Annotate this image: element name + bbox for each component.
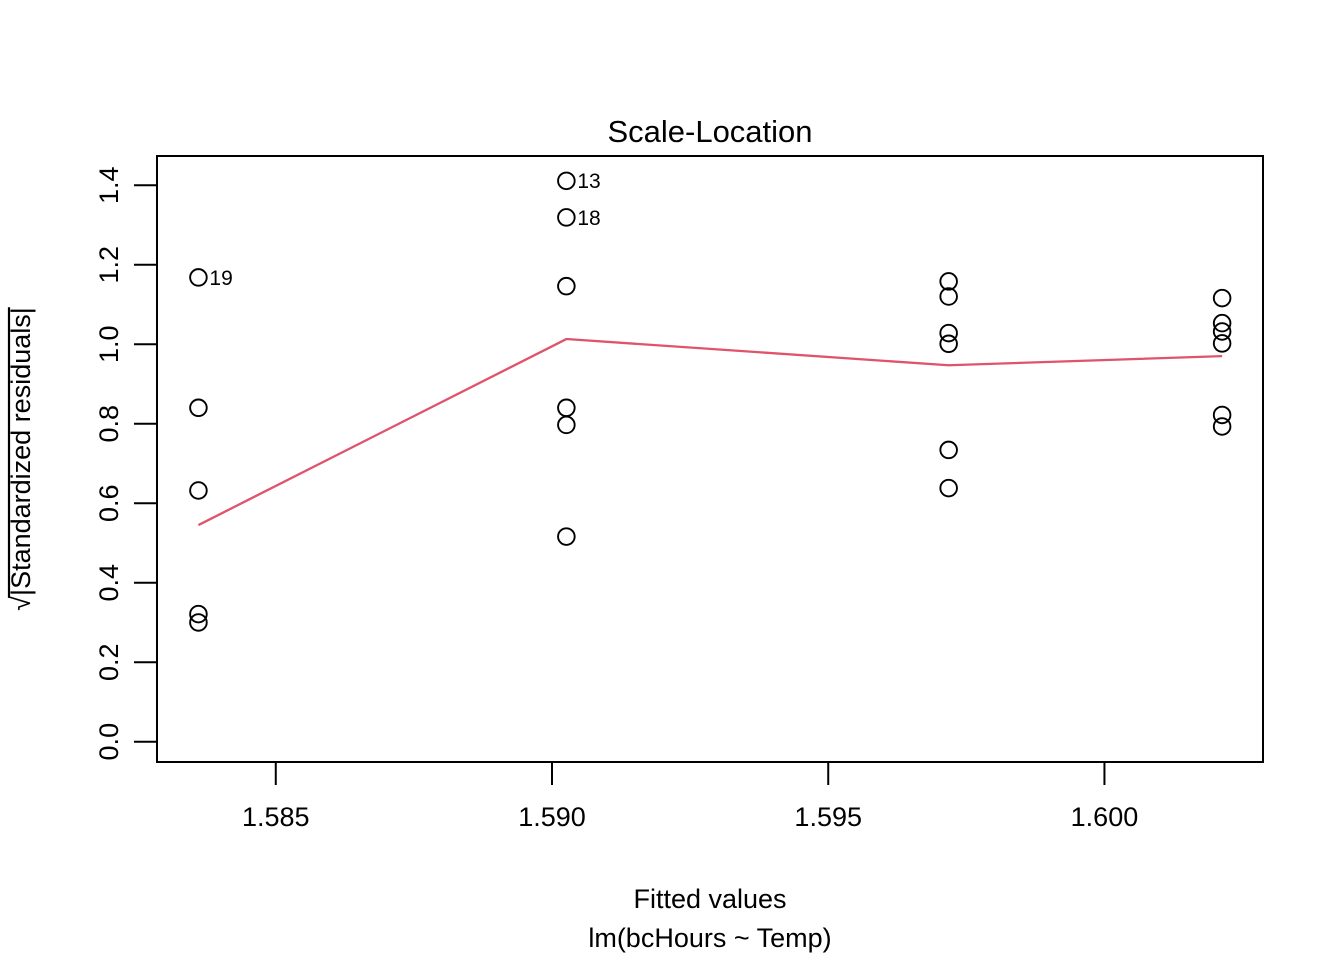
y-tick-label-group: 0.2: [94, 643, 124, 681]
y-tick-label: 1.2: [94, 246, 124, 284]
data-point: [939, 272, 958, 291]
y-tick-label: 0.0: [94, 723, 124, 761]
y-tick-label: 0.8: [94, 405, 124, 443]
y-axis-label: √|Standardized residuals|: [6, 307, 36, 611]
data-point: [1212, 288, 1232, 308]
y-tick-label-group: 1.4: [94, 166, 124, 204]
data-point: [189, 613, 208, 632]
x-tick-label: 1.585: [242, 802, 310, 832]
data-point: [1212, 417, 1232, 436]
data-point: [557, 398, 576, 418]
data-point: [557, 415, 576, 435]
x-tick-label: 1.590: [518, 802, 586, 832]
y-tick-label: 0.2: [94, 643, 124, 681]
data-point: [189, 268, 208, 287]
y-tick-label-group: 0.6: [94, 484, 124, 522]
point-label: 13: [577, 170, 600, 193]
plot-area: 1.585 1.590 1.595 1.600 0.0 0.2 0.4 0.6 0.8 1.0 1.…: [94, 155, 1264, 832]
y-tick-label: 0.6: [94, 484, 124, 522]
data-point: [557, 527, 576, 546]
x-axis-label: Fitted values: [633, 884, 786, 914]
y-axis-label-text: √|Standardized residuals|: [6, 307, 36, 611]
x-tick-label: 1.595: [794, 802, 862, 832]
data-point: [1212, 313, 1232, 333]
data-point: [557, 276, 576, 296]
smooth-line: [197, 337, 1223, 527]
data-point: [939, 440, 958, 460]
y-tick-label-group: 0.0: [94, 723, 124, 761]
data-point: [939, 334, 958, 354]
data-point: [939, 478, 958, 498]
data-point: [1212, 322, 1232, 341]
sqrt-radical: √: [6, 596, 36, 611]
y-tick-label: 1.4: [94, 166, 124, 204]
data-point: [189, 398, 208, 418]
y-axis-label-overlined-text: |Standardized residuals|: [6, 307, 36, 596]
y-tick-label-group: 1.2: [94, 246, 124, 284]
data-point: [189, 481, 208, 500]
plot-box: [156, 155, 1264, 763]
y-tick-label-group: 0.8: [94, 405, 124, 443]
data-point: [557, 171, 576, 191]
y-tick-label-group: 1.0: [94, 325, 124, 363]
data-point: [939, 323, 958, 343]
point-label: 18: [577, 207, 600, 230]
point-label: 19: [209, 267, 232, 290]
x-axis-sublabel: lm(bcHours ~ Temp): [588, 923, 831, 953]
chart-title: Scale-Location: [607, 114, 812, 149]
data-point: [1212, 405, 1232, 425]
y-tick-label: 1.0: [94, 325, 124, 363]
y-tick-label: 0.4: [94, 564, 124, 602]
x-tick-label: 1.600: [1071, 802, 1139, 832]
data-point: [1212, 334, 1232, 353]
data-point: [189, 604, 208, 624]
y-tick-label-group: 0.4: [94, 564, 124, 602]
data-point: [939, 287, 958, 306]
data-point: [557, 208, 576, 227]
